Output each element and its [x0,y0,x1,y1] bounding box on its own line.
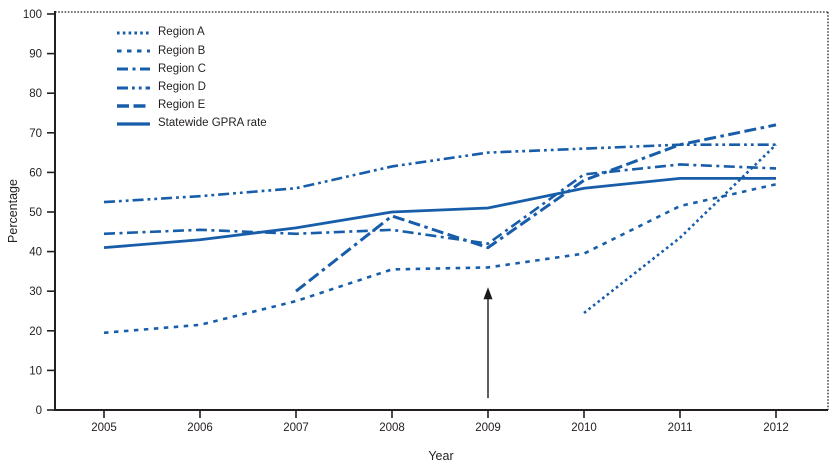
y-tick-label: 80 [29,88,42,100]
legend-line-swatch [117,104,150,108]
y-tick-label: 0 [36,405,42,417]
x-tick-label: 2008 [379,422,405,434]
x-axis-title: Year [428,449,454,463]
series-line-region-e [295,123,777,293]
legend-item: Region A [117,24,267,42]
legend-item: Statewide GPRA rate [117,115,267,133]
y-tick-label: 10 [29,365,42,377]
y-tick-label: 90 [29,49,42,61]
y-tick-label: 70 [29,128,42,140]
y-tick-label: 20 [29,326,42,338]
legend-label: Region D [158,80,206,93]
legend-label: Region C [158,62,206,75]
legend-item: Region D [117,79,267,97]
legend-line-swatch [117,31,150,35]
y-tick-label: 50 [29,207,42,219]
x-tick-label: 2005 [91,422,117,434]
legend-item: Region C [117,60,267,78]
legend-label: Statewide GPRA rate [158,117,267,130]
x-tick-label: 2012 [763,422,789,434]
series-line-region-a [583,143,777,315]
series-line-region-c [103,163,777,246]
legend-label: Region A [158,26,205,39]
series-line-statewide-gpra-rate [103,176,776,250]
x-tick-label: 2006 [187,422,213,434]
x-tick-label: 2011 [668,422,693,434]
legend-item: Region E [117,97,267,115]
legend-line-swatch [117,67,150,71]
series-line-region-d [103,143,776,204]
y-tick-label: 60 [29,167,42,179]
y-tick-label: 30 [29,286,42,298]
legend-line-swatch [117,49,150,53]
y-tick-label: 100 [23,9,42,21]
x-tick-label: 2007 [283,422,309,434]
x-tick-label: 2009 [475,422,501,434]
x-tick-label: 2010 [571,422,597,434]
y-axis-title: Percentage [6,179,20,243]
legend-label: Region E [158,99,206,112]
legend-label: Region B [158,44,206,57]
annotation-arrow-head [483,287,493,300]
legend-line-swatch [117,122,150,126]
legend-line-swatch [117,86,150,90]
series-line-region-b [103,183,777,335]
y-tick-label: 40 [29,247,42,259]
legend-item: Region B [117,42,267,60]
chart-legend: Region A Region B Region C Region D Region E… [117,24,267,133]
